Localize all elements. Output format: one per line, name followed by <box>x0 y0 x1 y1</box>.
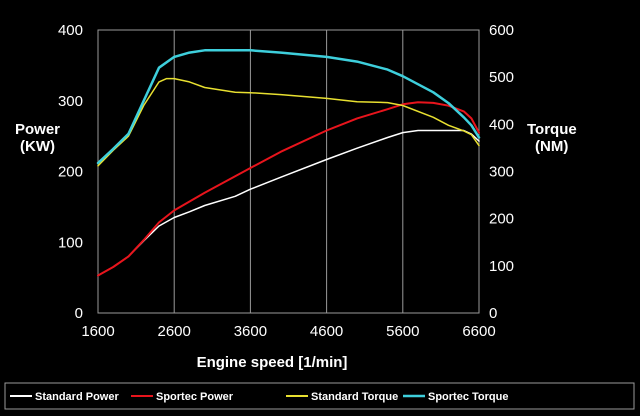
x-tick-label: 2600 <box>158 323 191 340</box>
x-tick-label: 5600 <box>386 323 419 340</box>
legend-frame <box>4 382 635 410</box>
axis-ticks: 0 100 200 300 400 0 100 200 300 400 500 600 1600 2600… <box>58 22 514 340</box>
x-tick-label: 3600 <box>234 323 267 340</box>
left-axis-title-line1: Power <box>15 121 60 138</box>
y-tick-label: 400 <box>58 22 83 39</box>
x-tick-label: 1600 <box>81 323 114 340</box>
series-line-standard-torque <box>97 77 480 167</box>
series-line-standard-power <box>97 129 480 277</box>
legend-label: Sportec Power <box>156 391 234 403</box>
y2-tick-label: 300 <box>489 164 514 181</box>
y2-tick-label: 400 <box>489 116 514 133</box>
x-axis-title: Engine speed [1/min] <box>197 354 348 371</box>
series-line-sportec-power <box>97 101 480 277</box>
y-tick-label: 100 <box>58 234 83 251</box>
y2-tick-label: 600 <box>489 22 514 39</box>
y2-tick-label: 0 <box>489 305 497 322</box>
legend-label: Standard Power <box>35 391 119 403</box>
x-tick-label: 6600 <box>462 323 495 340</box>
right-axis-title-line1: Torque <box>527 121 577 138</box>
series-lines <box>96 49 481 277</box>
right-axis-title-line2: (NM) <box>535 138 568 155</box>
x-tick-label: 4600 <box>310 323 343 340</box>
y2-tick-label: 500 <box>489 69 514 86</box>
y2-tick-label: 100 <box>489 258 514 275</box>
plot-area-frame <box>97 29 480 314</box>
y2-tick-label: 200 <box>489 211 514 228</box>
series-line-sportec-torque <box>96 49 481 165</box>
y-tick-label: 300 <box>58 93 83 110</box>
legend-label: Standard Torque <box>311 391 398 403</box>
y-tick-label: 200 <box>58 164 83 181</box>
y-tick-label: 0 <box>75 305 83 322</box>
legend: Standard Power Sportec Power Standard Torq… <box>10 391 508 403</box>
legend-label: Sportec Torque <box>428 391 508 403</box>
left-axis-title-line2: (KW) <box>20 138 55 155</box>
